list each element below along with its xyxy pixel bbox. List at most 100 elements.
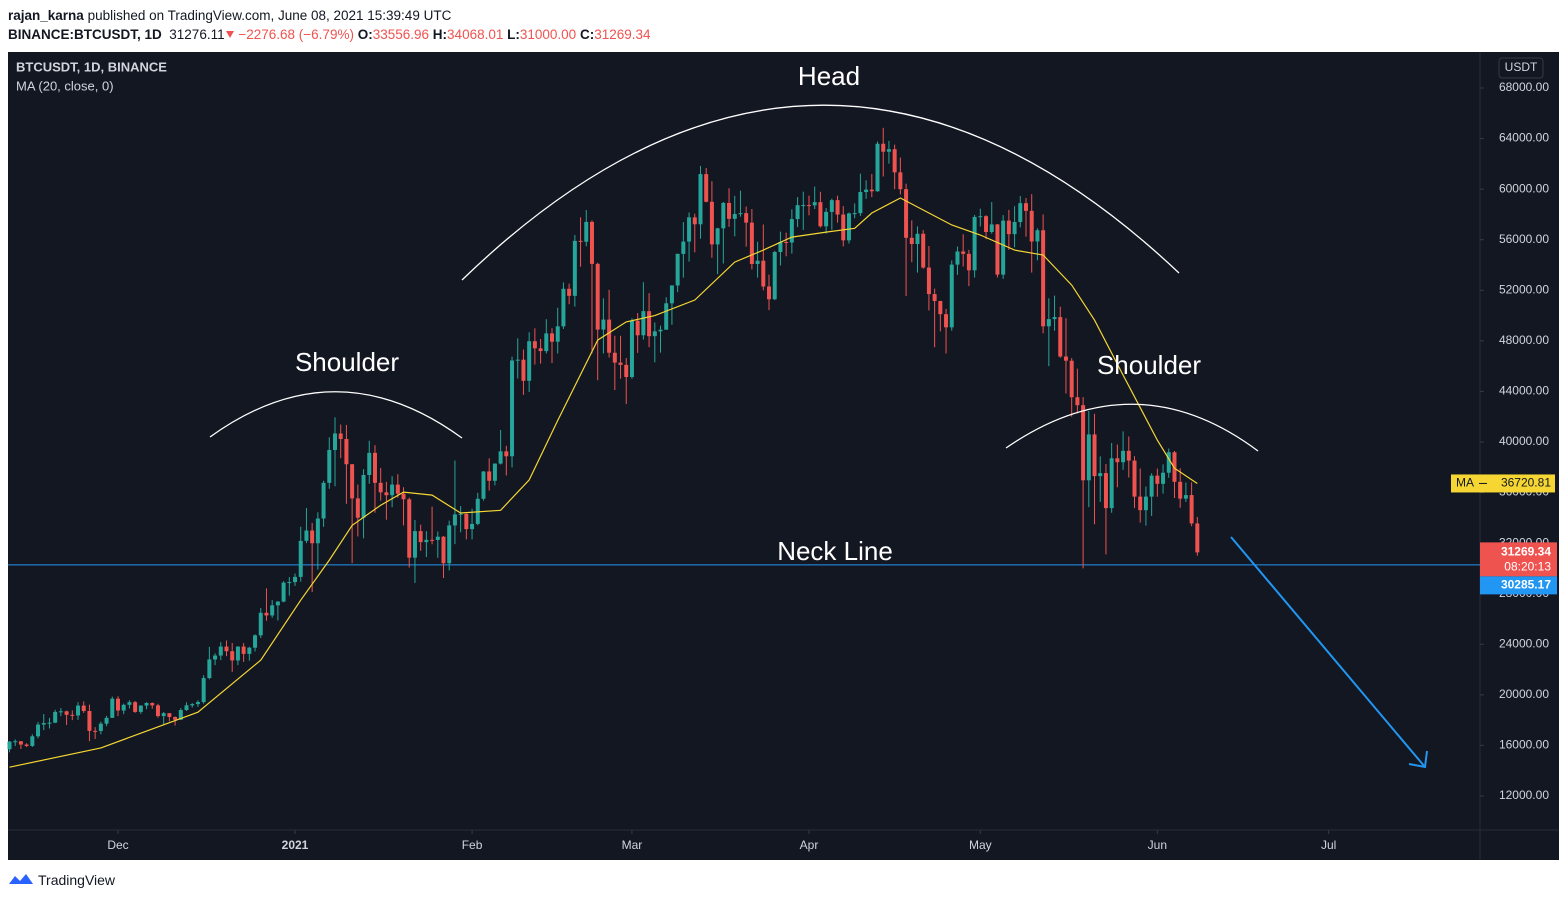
- y-tick-label: 20000.00: [1499, 687, 1549, 701]
- candle-body: [669, 285, 674, 304]
- currency-button[interactable]: [1498, 57, 1544, 79]
- candle-body: [852, 213, 857, 215]
- close-label: C:: [579, 27, 595, 42]
- candle-body: [1075, 397, 1080, 406]
- candle-body: [687, 217, 692, 242]
- candle-body: [818, 202, 823, 227]
- change: −2276.68 (−6.79%): [238, 27, 354, 42]
- legend-title: BTCUSDT, 1D, BINANCE: [16, 59, 167, 74]
- candle-body: [949, 264, 954, 328]
- candle-body: [944, 314, 949, 328]
- ma-badge-value: 36720.81: [1501, 476, 1551, 490]
- candle-body: [1172, 452, 1177, 482]
- candle-body: [1138, 496, 1143, 511]
- open: 33556.96: [372, 27, 430, 42]
- candle-body: [487, 471, 492, 481]
- candle-body: [464, 513, 469, 530]
- candle-body: [310, 530, 315, 544]
- candle-body: [287, 582, 292, 584]
- candle-body: [1183, 495, 1188, 499]
- candle-body: [978, 216, 983, 218]
- candle-body: [681, 241, 686, 254]
- neck-line-label: Neck Line: [777, 536, 893, 566]
- candle-body: [629, 320, 634, 378]
- candle-body: [1143, 496, 1148, 511]
- candle-body: [110, 698, 115, 718]
- candle-body: [824, 211, 829, 227]
- header-line-1: rajan_karna published on TradingView.com…: [8, 6, 651, 25]
- candle-body: [801, 205, 806, 207]
- currency[interactable]: USDT: [1505, 60, 1538, 74]
- countdown: 08:20:13: [1504, 560, 1551, 574]
- candle-body: [538, 348, 543, 352]
- candle-body: [909, 237, 914, 245]
- candle-body: [1126, 450, 1131, 461]
- candle-body: [498, 451, 503, 464]
- candle-body: [7, 741, 12, 750]
- candle-body: [698, 174, 703, 225]
- candle-body: [173, 716, 178, 720]
- y-tick-label: 28000.00: [1499, 586, 1549, 600]
- candle-body: [721, 202, 726, 229]
- shoulder-label: Shoulder: [1097, 350, 1201, 380]
- candle-body: [441, 536, 446, 564]
- candle-body: [618, 362, 623, 365]
- candle-body: [1006, 220, 1011, 235]
- candle-body: [989, 224, 994, 232]
- candle-body: [127, 702, 132, 705]
- last-price: 31269.34: [1501, 545, 1551, 559]
- candle-body: [835, 200, 840, 215]
- candle-body: [692, 217, 697, 225]
- x-tick-label: 2021: [282, 838, 309, 852]
- candle-body: [1189, 495, 1194, 524]
- candle-body: [510, 360, 515, 457]
- x-tick-label: Jun: [1148, 838, 1167, 852]
- candle-body: [344, 438, 349, 465]
- candle-body: [1069, 360, 1074, 398]
- candle-body: [846, 213, 851, 241]
- candle-body: [53, 711, 58, 723]
- high: 34068.01: [447, 27, 504, 42]
- candle-body: [938, 301, 943, 315]
- y-tick-label: 52000.00: [1499, 282, 1549, 296]
- candle-body: [81, 705, 86, 712]
- candle-body: [190, 704, 195, 706]
- candle-body: [1041, 230, 1046, 327]
- candle-body: [275, 601, 280, 606]
- published: published on TradingView.com, June 08, 2…: [87, 8, 452, 23]
- y-tick-label: 64000.00: [1499, 131, 1549, 145]
- candle-body: [812, 202, 817, 206]
- last: 31276.11: [169, 27, 225, 42]
- candle-body: [578, 240, 583, 242]
- y-tick-label: 68000.00: [1499, 80, 1549, 94]
- candle-body: [795, 205, 800, 220]
- candle-body: [749, 222, 754, 264]
- candle-body: [892, 149, 897, 173]
- candle-body: [401, 493, 406, 500]
- candle-body: [1029, 210, 1034, 242]
- candle-body: [1166, 452, 1171, 473]
- high-label: H:: [432, 27, 448, 42]
- candle-body: [550, 333, 555, 342]
- logo-icon: [9, 874, 33, 884]
- candle-body: [64, 711, 69, 715]
- candle-body: [527, 341, 532, 381]
- candle-body: [709, 201, 714, 245]
- candle-body: [304, 530, 309, 541]
- head-arc: [461, 104, 1180, 281]
- candle-body: [144, 702, 149, 706]
- candle-body: [207, 659, 212, 679]
- candle-body: [1161, 472, 1166, 484]
- candle-body: [1052, 317, 1057, 320]
- open-label: O:: [357, 27, 373, 42]
- candle-body: [18, 741, 23, 745]
- candle-body: [515, 359, 520, 361]
- candle-body: [841, 214, 846, 241]
- candle-body: [641, 311, 646, 336]
- candle-body: [1098, 473, 1103, 477]
- candle-body: [921, 233, 926, 268]
- candle-body: [1195, 523, 1200, 553]
- candle-body: [133, 702, 138, 712]
- candle-body: [607, 319, 612, 353]
